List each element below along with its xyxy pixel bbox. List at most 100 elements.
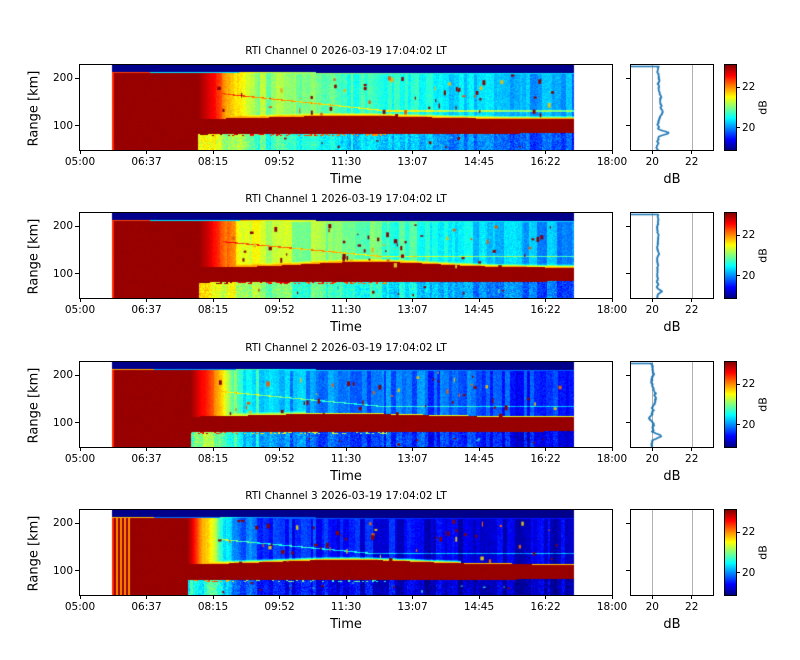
colorbar-tick-mark — [736, 383, 740, 385]
profile-x-tick-mark — [691, 595, 693, 599]
rti-axes — [79, 64, 613, 151]
x-tick-mark — [345, 447, 347, 451]
y-tick-label: 200 — [52, 72, 73, 85]
x-tick-label: 13:07 — [397, 453, 428, 465]
x-tick-label: 11:30 — [330, 304, 362, 316]
profile-x-axis-label: dB — [663, 320, 681, 335]
x-tick-mark — [79, 150, 81, 154]
rti-heatmap — [80, 510, 612, 595]
profile-y-tick-mark — [626, 125, 630, 127]
x-tick-label: 13:07 — [397, 601, 428, 613]
x-tick-label: 06:37 — [131, 304, 162, 316]
colorbar-tick-mark — [736, 127, 740, 129]
colorbar-label: dB — [756, 248, 770, 263]
x-tick-label: 18:00 — [596, 453, 628, 465]
profile-x-tick-mark — [691, 298, 693, 302]
profile-x-tick-label: 20 — [645, 156, 659, 168]
x-tick-label: 16:22 — [530, 453, 561, 465]
colorbar-tick-label: 22 — [742, 229, 756, 242]
x-tick-mark — [279, 595, 280, 599]
y-axis-label: Range [km] — [26, 218, 42, 295]
profile-line-plot — [631, 510, 713, 595]
colorbar-tick-label: 22 — [742, 526, 756, 539]
colorbar — [724, 509, 737, 596]
x-tick-mark — [345, 595, 347, 599]
x-tick-mark — [412, 595, 413, 599]
x-tick-label: 05:00 — [64, 156, 96, 168]
profile-axes — [630, 64, 714, 151]
profile-y-tick-mark — [626, 77, 630, 79]
profile-line-plot — [631, 213, 713, 298]
x-tick-label: 14:45 — [463, 304, 495, 316]
y-axis-label: Range [km] — [26, 367, 42, 444]
x-tick-mark — [79, 298, 81, 302]
y-tick-label: 200 — [52, 220, 73, 233]
profile-y-tick-mark — [626, 225, 630, 227]
profile-line-plot — [631, 362, 713, 447]
x-tick-label: 16:22 — [530, 304, 561, 316]
profile-y-tick-mark — [626, 273, 630, 275]
plot-title: RTI Channel 3 2026-03-19 17:04:02 LT — [245, 490, 447, 502]
colorbar-tick-mark — [736, 572, 740, 574]
colorbar-tick-label: 22 — [742, 378, 756, 391]
x-tick-mark — [412, 447, 413, 451]
colorbar-label: dB — [756, 397, 770, 412]
colorbar-label: dB — [756, 545, 770, 560]
x-tick-mark — [146, 447, 147, 451]
x-axis-label: Time — [330, 172, 362, 187]
profile-y-tick-mark — [626, 422, 630, 424]
y-tick-mark — [75, 273, 79, 275]
rti-axes — [79, 212, 613, 299]
profile-x-tick-label: 22 — [685, 601, 699, 613]
colorbar-tick-label: 20 — [742, 121, 756, 134]
colorbar-tick-mark — [736, 234, 740, 236]
x-tick-label: 08:15 — [197, 304, 229, 316]
x-tick-label: 09:52 — [264, 304, 295, 316]
x-tick-label: 06:37 — [131, 156, 162, 168]
rti-heatmap — [80, 362, 612, 447]
x-tick-mark — [611, 150, 613, 154]
x-tick-mark — [146, 150, 147, 154]
colorbar-tick-label: 22 — [742, 81, 756, 94]
x-tick-label: 09:52 — [264, 156, 295, 168]
x-tick-label: 11:30 — [330, 453, 362, 465]
profile-x-tick-label: 20 — [645, 601, 659, 613]
y-tick-label: 100 — [52, 564, 73, 577]
profile-x-axis-label: dB — [663, 469, 681, 484]
profile-x-tick-label: 22 — [685, 453, 699, 465]
x-tick-mark — [279, 150, 280, 154]
colorbar-tick-label: 20 — [742, 566, 756, 579]
plot-title: RTI Channel 1 2026-03-19 17:04:02 LT — [245, 193, 447, 205]
profile-axes — [630, 361, 714, 448]
y-tick-label: 200 — [52, 369, 73, 382]
x-tick-label: 08:15 — [197, 601, 229, 613]
profile-y-tick-mark — [626, 570, 630, 572]
profile-y-tick-mark — [626, 374, 630, 376]
x-tick-label: 16:22 — [530, 156, 561, 168]
profile-x-tick-mark — [651, 595, 653, 599]
profile-x-axis-label: dB — [663, 617, 681, 632]
x-tick-label: 18:00 — [596, 304, 628, 316]
profile-axes — [630, 212, 714, 299]
x-tick-label: 09:52 — [264, 601, 295, 613]
x-tick-label: 11:30 — [330, 156, 362, 168]
y-tick-label: 100 — [52, 267, 73, 280]
colorbar — [724, 212, 737, 299]
x-tick-label: 08:15 — [197, 156, 229, 168]
plot-title: RTI Channel 2 2026-03-19 17:04:02 LT — [245, 342, 447, 354]
rti-axes — [79, 361, 613, 448]
x-tick-mark — [412, 150, 413, 154]
rti-heatmap — [80, 65, 612, 150]
x-tick-mark — [478, 298, 480, 302]
x-tick-mark — [212, 595, 214, 599]
rti-heatmap — [80, 213, 612, 298]
x-tick-mark — [545, 298, 546, 302]
y-tick-label: 100 — [52, 119, 73, 132]
x-tick-mark — [146, 298, 147, 302]
x-tick-mark — [212, 298, 214, 302]
y-tick-mark — [75, 374, 79, 376]
profile-x-tick-mark — [691, 447, 693, 451]
colorbar-tick-label: 20 — [742, 418, 756, 431]
profile-x-tick-label: 20 — [645, 304, 659, 316]
